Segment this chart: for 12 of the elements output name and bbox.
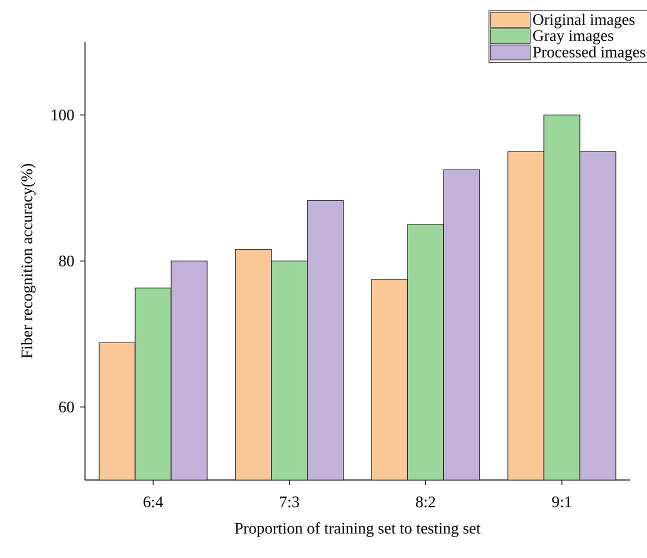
legend-label: Processed images — [532, 46, 646, 61]
y-tick-label: 60 — [59, 402, 74, 412]
x-tick-label: 9:1 — [552, 496, 572, 508]
x-tick-label: 8:2 — [416, 496, 435, 508]
x-axis-title: Proportion of training set to testing set — [234, 522, 481, 537]
y-tick-label: 100 — [52, 110, 74, 120]
legend-label: Gray images — [533, 30, 614, 44]
x-tick-label: 6:4 — [144, 496, 164, 508]
x-tick-label: 7:3 — [280, 496, 299, 508]
y-axis-title: Fiber recognition accuracy(%) — [21, 164, 36, 358]
legend-label: Original images — [533, 14, 635, 28]
y-tick-label: 80 — [59, 256, 74, 266]
